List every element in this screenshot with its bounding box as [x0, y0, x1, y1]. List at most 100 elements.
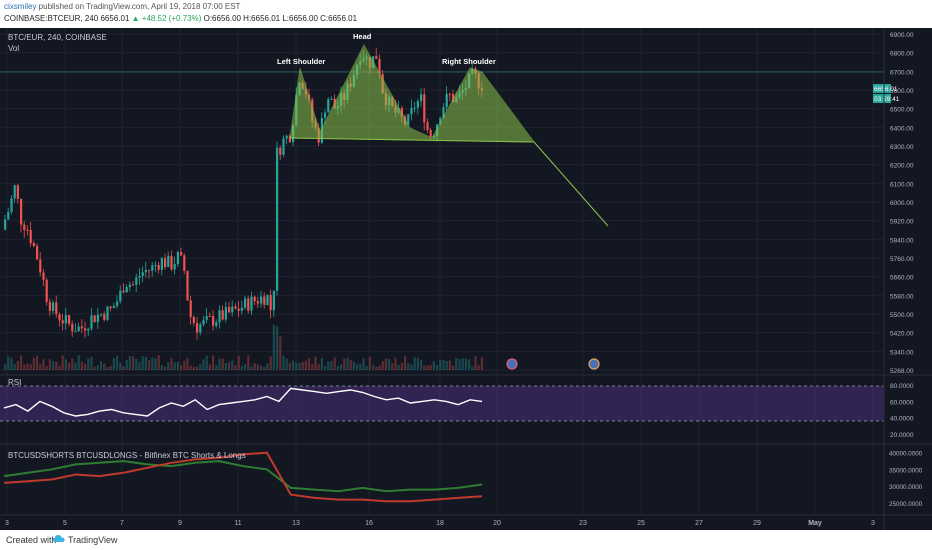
- rsi-label: RSI: [8, 378, 21, 387]
- candle-body: [426, 122, 429, 131]
- chart-canvas[interactable]: 6900.00 6800.00 6700.00 6600.00 6500.00 6400.…: [0, 28, 932, 530]
- candle-body: [61, 320, 64, 324]
- candle-body: [192, 317, 195, 323]
- candle-body: [141, 272, 144, 276]
- volume-bar: [144, 357, 147, 370]
- volume-bar: [343, 358, 346, 370]
- candle-body: [154, 265, 157, 267]
- volume-bar: [132, 356, 135, 370]
- publisher-link[interactable]: cixsmiley: [4, 2, 37, 11]
- time-tick-label: 5: [63, 520, 67, 527]
- volume-bar: [77, 355, 80, 370]
- volume-bar: [26, 363, 29, 370]
- candle-body: [400, 108, 403, 117]
- price-tick-label: 5760.00: [890, 256, 914, 263]
- candle-body: [138, 275, 141, 278]
- candle-body: [132, 284, 135, 286]
- price-tick-label: 6400.00: [890, 125, 914, 132]
- candle-body: [183, 255, 186, 271]
- left-shoulder-label: Left Shoulder: [277, 57, 325, 66]
- volume-bar: [138, 362, 141, 370]
- footer: Created with TradingView: [0, 530, 932, 550]
- target-projection-line: [533, 141, 609, 227]
- event-marker-1[interactable]: [506, 358, 518, 370]
- volume-bar: [218, 358, 221, 370]
- candle-body: [170, 255, 173, 270]
- volume-bar: [448, 360, 451, 370]
- candle-body: [151, 265, 154, 271]
- volume-bar: [237, 355, 240, 370]
- volume-bar: [480, 357, 483, 370]
- time-tick-label: 27: [695, 520, 703, 527]
- volume-bar: [272, 325, 275, 370]
- candle-body: [87, 328, 90, 331]
- volume-bar: [426, 365, 429, 370]
- publish-line: cixsmiley published on TradingView.com, …: [4, 2, 240, 14]
- candle-body: [112, 305, 115, 309]
- candle-body: [420, 94, 423, 102]
- price-tick-label: 6900.00: [890, 32, 914, 39]
- rsi-line: [3, 387, 483, 417]
- volume-bars: [4, 325, 483, 370]
- created-with-text: Created with: [6, 535, 57, 545]
- volume-bar: [352, 361, 355, 370]
- candle-body: [250, 296, 253, 311]
- candle-body: [167, 255, 170, 268]
- candle-body: [269, 295, 272, 311]
- volume-bar: [464, 358, 467, 370]
- time-tick-label: 7: [120, 520, 124, 527]
- candle-body: [189, 300, 192, 318]
- time-tick-label: 18: [436, 520, 444, 527]
- volume-bar: [413, 357, 416, 370]
- volume-bar: [48, 359, 51, 370]
- time-tick-label: 9: [178, 520, 182, 527]
- volume-bar: [333, 357, 336, 370]
- volume-bar: [109, 365, 112, 370]
- time-tick-label: 13: [292, 520, 300, 527]
- candle-body: [263, 296, 266, 305]
- timer-badge-bg: [873, 94, 891, 103]
- volume-bar: [317, 364, 320, 370]
- volume-bar: [269, 356, 272, 370]
- candle-body: [173, 264, 176, 270]
- shorts-longs-tick-label: 25000.0000: [889, 501, 923, 508]
- ohlc-text: O:6656.00 H:6656.01 L:6656.00 C:6656.01: [201, 14, 358, 23]
- volume-bar: [240, 365, 243, 370]
- volume-bar: [298, 363, 301, 370]
- volume-bar: [372, 364, 375, 370]
- candle-body: [276, 147, 279, 291]
- volume-bar: [250, 366, 253, 370]
- candle-body: [253, 296, 256, 302]
- volume-bar: [301, 362, 304, 370]
- rsi-tick-label: 80.0000: [890, 383, 914, 390]
- candle-body: [109, 306, 112, 309]
- volume-bar: [42, 359, 45, 370]
- volume-bar: [221, 358, 224, 370]
- volume-bar: [61, 355, 64, 370]
- volume-bar: [100, 361, 103, 370]
- event-marker-2[interactable]: [588, 358, 600, 370]
- volume-bar: [314, 356, 317, 370]
- volume-bar: [125, 359, 128, 370]
- price-tick-label: 6100.00: [890, 181, 914, 188]
- volume-bar: [362, 358, 365, 370]
- candle-body: [42, 272, 45, 280]
- volume-bar: [74, 362, 77, 370]
- volume-bar: [416, 357, 419, 370]
- volume-bar: [164, 366, 167, 370]
- volume-bar: [154, 358, 157, 370]
- volume-bar: [183, 360, 186, 370]
- candle-body: [39, 259, 42, 273]
- candle-body: [64, 315, 67, 324]
- volume-bar: [68, 362, 71, 370]
- volume-bar: [256, 364, 259, 370]
- volume-bar: [212, 355, 215, 370]
- volume-bar: [186, 358, 189, 370]
- candle-body: [45, 279, 48, 302]
- tradingview-brand[interactable]: TradingView: [68, 535, 118, 545]
- volume-bar: [336, 365, 339, 370]
- price-tick-label: 6800.00: [890, 51, 914, 58]
- volume-bar: [279, 336, 282, 370]
- volume-bar: [400, 362, 403, 370]
- candle-body: [224, 306, 227, 320]
